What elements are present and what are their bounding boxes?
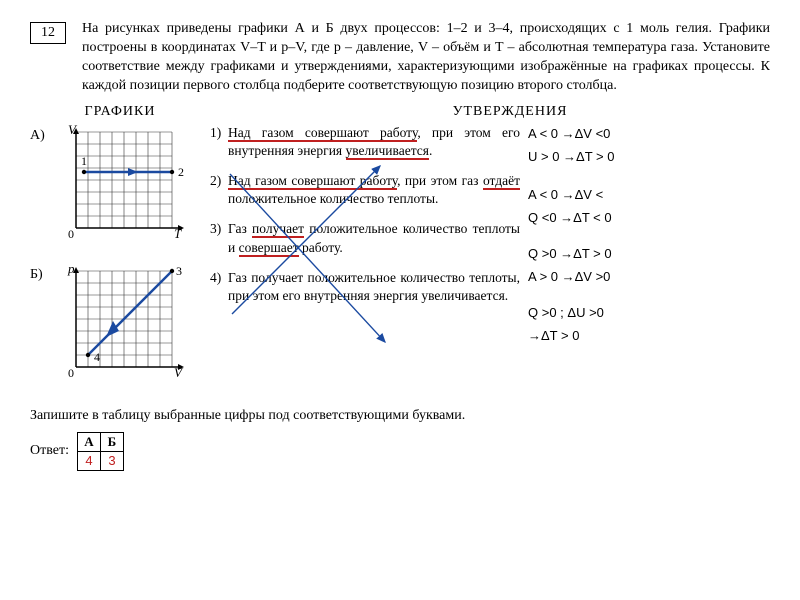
note-4b: →ΔT > 0 xyxy=(528,326,668,346)
intro-text: На рисунках приведены графики А и Б двух… xyxy=(82,20,770,96)
graph-b-yaxis: p xyxy=(67,263,75,276)
graph-b-block: Б) xyxy=(30,263,200,388)
note-1b: U > 0 →ΔT > 0 xyxy=(528,147,668,167)
answer-val-a: 4 xyxy=(77,451,100,470)
note-3a: Q >0 →ΔT > 0 xyxy=(528,244,668,264)
graph-b-svg: 3 4 p V 0 xyxy=(54,263,184,383)
graph-a-origin: 0 xyxy=(68,227,74,241)
answer-col-a: А xyxy=(77,432,100,451)
header-statements: УТВЕРЖДЕНИЯ xyxy=(250,104,770,120)
answer-table: А Б 4 3 xyxy=(77,432,124,471)
handwritten-notes: A < 0 →ΔV <0 U > 0 →ΔT > 0 A < 0 →ΔV < Q… xyxy=(520,124,668,402)
note-2a: A < 0 →ΔV < xyxy=(528,185,668,205)
graph-a-svg: 1 2 V T 0 xyxy=(54,124,184,244)
graph-a-block: А) xyxy=(30,124,200,249)
note-3b: A > 0 →ΔV >0 xyxy=(528,267,668,287)
statement-4: 4) Газ получает положительное количество… xyxy=(210,269,520,305)
graph-a-point2: 2 xyxy=(178,165,184,179)
answer-row: Ответ: А Б 4 3 xyxy=(30,432,770,471)
note-2b: Q <0 →ΔT < 0 xyxy=(528,208,668,228)
graphs-column: А) xyxy=(30,124,200,402)
answer-val-b: 3 xyxy=(100,451,123,470)
question-number-box: 12 xyxy=(30,22,66,44)
graph-b-label: Б) xyxy=(30,263,50,283)
note-1a: A < 0 →ΔV <0 xyxy=(528,124,668,144)
graph-b-point3: 3 xyxy=(176,264,182,278)
answer-label: Ответ: xyxy=(30,443,69,459)
statement-3: 3) Газ получает положительное количество… xyxy=(210,220,520,256)
footer-instruction: Запишите в таблицу выбранные цифры под с… xyxy=(30,408,770,424)
graph-a-xaxis: T xyxy=(174,226,182,241)
statement-2: 2) Над газом совершают работу, при этом … xyxy=(210,172,520,208)
graph-a-point1: 1 xyxy=(81,154,87,168)
statements-column: 1) Над газом совершают работу, при этом … xyxy=(200,124,520,402)
graph-a-label: А) xyxy=(30,124,50,144)
graph-b-point4: 4 xyxy=(94,350,100,364)
graph-b-origin: 0 xyxy=(68,366,74,380)
content-area: А) xyxy=(30,124,770,402)
statement-1: 1) Над газом совершают работу, при этом … xyxy=(210,124,520,160)
note-4a: Q >0 ; ΔU >0 xyxy=(528,303,668,323)
header-graphs: ГРАФИКИ xyxy=(30,104,210,120)
answer-col-b: Б xyxy=(100,432,123,451)
